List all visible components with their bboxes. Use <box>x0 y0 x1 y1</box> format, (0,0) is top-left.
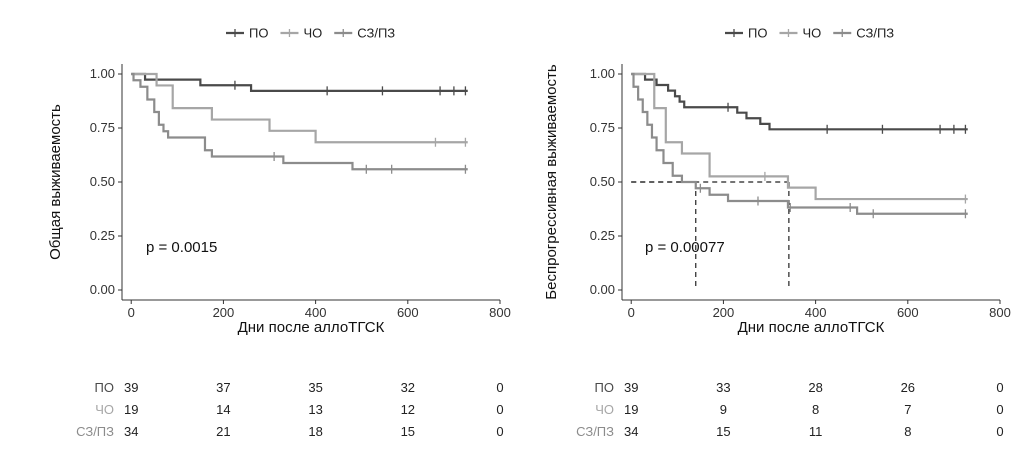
risk-table: ПО 39 37 35 32 0 ЧО 19 14 13 12 0 СЗ/ПЗ 34 21 18 15 0 <box>76 380 504 439</box>
series-line-2 <box>131 72 468 144</box>
x-tick-label: 600 <box>397 305 419 320</box>
km-panel-1: 0.00 0.25 0.50 0.75 1.00 0 200 400 600 800 Дни пос… <box>47 26 511 440</box>
risk-value: 14 <box>216 402 230 417</box>
legend: ПО ЧО СЗ/ПЗ <box>725 26 894 41</box>
legend-label: ЧО <box>802 26 821 41</box>
p-value-annotation: p = 0.0015 <box>146 239 217 256</box>
x-tick-label: 200 <box>713 305 735 320</box>
risk-value: 34 <box>124 424 138 439</box>
risk-value: 18 <box>308 424 322 439</box>
risk-row-label: СЗ/ПЗ <box>76 424 114 439</box>
y-tick-label: 0.00 <box>590 282 615 297</box>
x-tick-label: 800 <box>489 305 511 320</box>
risk-value: 0 <box>496 424 503 439</box>
risk-value: 15 <box>401 424 415 439</box>
risk-row-label: ПО <box>595 380 614 395</box>
risk-value: 19 <box>124 402 138 417</box>
y-tick-label: 0.50 <box>90 174 115 189</box>
risk-value: 8 <box>812 402 819 417</box>
legend-label: СЗ/ПЗ <box>856 26 894 41</box>
risk-table: ПО 39 33 28 26 0 ЧО 19 9 8 7 0 СЗ/ПЗ 34 15 11 8 0 <box>576 380 1004 439</box>
risk-value: 21 <box>216 424 230 439</box>
y-tick-label: 0.25 <box>590 228 615 243</box>
x-tick-label: 0 <box>628 305 635 320</box>
risk-value: 32 <box>401 380 415 395</box>
p-value-annotation: p = 0.00077 <box>645 239 725 256</box>
y-axis-title: Беспрогрессивная выживаемость <box>543 64 560 300</box>
legend-label: ЧО <box>303 26 322 41</box>
risk-value: 37 <box>216 380 230 395</box>
risk-value: 39 <box>124 380 138 395</box>
x-tick-label: 600 <box>897 305 919 320</box>
risk-value: 34 <box>624 424 638 439</box>
x-tick-label: 0 <box>128 305 135 320</box>
risk-value: 0 <box>996 424 1003 439</box>
y-tick-label: 0.75 <box>590 120 615 135</box>
x-tick-label: 200 <box>213 305 235 320</box>
risk-value: 19 <box>624 402 638 417</box>
legend-label: ПО <box>748 26 767 41</box>
risk-value: 8 <box>904 424 911 439</box>
risk-value: 9 <box>720 402 727 417</box>
risk-row-label: СЗ/ПЗ <box>576 424 614 439</box>
risk-value: 7 <box>904 402 911 417</box>
series-line-1 <box>631 72 968 131</box>
legend-label: ПО <box>249 26 268 41</box>
risk-value: 33 <box>716 380 730 395</box>
series-line-2 <box>631 72 968 201</box>
risk-value: 0 <box>496 402 503 417</box>
risk-value: 13 <box>308 402 322 417</box>
risk-row-label: ПО <box>95 380 114 395</box>
risk-row-label: ЧО <box>595 402 614 417</box>
y-tick-label: 1.00 <box>90 66 115 81</box>
series-line-3 <box>631 72 968 215</box>
risk-value: 12 <box>401 402 415 417</box>
y-axis-title: Общая выживаемость <box>47 104 64 260</box>
series-line-1 <box>131 72 468 92</box>
y-tick-label: 1.00 <box>590 66 615 81</box>
x-axis-title: Дни после аллоТГСК <box>238 319 385 336</box>
y-tick-label: 0.00 <box>90 282 115 297</box>
x-tick-label: 400 <box>805 305 827 320</box>
legend-label: СЗ/ПЗ <box>357 26 395 41</box>
risk-value: 39 <box>624 380 638 395</box>
risk-value: 0 <box>496 380 503 395</box>
risk-value: 26 <box>901 380 915 395</box>
x-tick-label: 800 <box>989 305 1011 320</box>
risk-value: 15 <box>716 424 730 439</box>
risk-row-label: ЧО <box>95 402 114 417</box>
legend: ПО ЧО СЗ/ПЗ <box>226 26 395 41</box>
y-tick-label: 0.75 <box>90 120 115 135</box>
x-axis-title: Дни после аллоТГСК <box>738 319 885 336</box>
risk-value: 0 <box>996 380 1003 395</box>
risk-value: 0 <box>996 402 1003 417</box>
risk-value: 11 <box>809 424 823 439</box>
y-tick-label: 0.50 <box>590 174 615 189</box>
x-tick-label: 400 <box>305 305 327 320</box>
risk-value: 28 <box>808 380 822 395</box>
y-tick-label: 0.25 <box>90 228 115 243</box>
series-line-3 <box>131 72 468 171</box>
risk-value: 35 <box>308 380 322 395</box>
